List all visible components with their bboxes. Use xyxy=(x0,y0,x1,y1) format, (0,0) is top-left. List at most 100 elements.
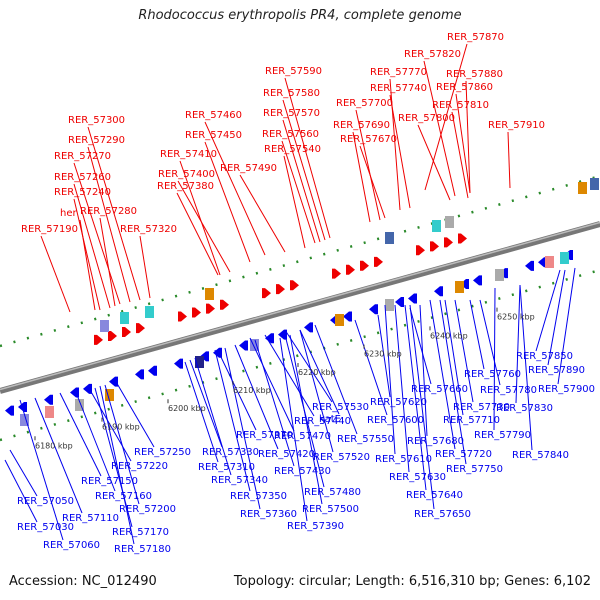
reverse-callout-line xyxy=(547,269,566,366)
forward-callout-line xyxy=(176,192,219,276)
forward-gene-arrow xyxy=(178,311,187,322)
forward-callout-line xyxy=(139,235,151,299)
reverse-gene-arrow xyxy=(109,376,118,387)
reverse-gene-arrow xyxy=(278,329,287,340)
forward-gene-label: RER_57820 xyxy=(404,49,461,60)
reverse-callout-line xyxy=(429,299,456,450)
reverse-gene-label: RER_57840 xyxy=(512,450,569,461)
reverse-callout-line xyxy=(59,392,102,477)
reverse-gene-label: RER_57610 xyxy=(375,454,432,465)
forward-callout-line xyxy=(465,80,471,194)
forward-gene-label: RER_57490 xyxy=(220,163,277,174)
reverse-callout-line xyxy=(89,389,132,462)
forward-gene-label: RER_57240 xyxy=(54,187,111,198)
reverse-gene-label: RER_57310 xyxy=(198,462,255,473)
forward-gene-label: RER_57590 xyxy=(265,66,322,77)
forward-gene-arrow xyxy=(332,268,341,279)
forward-gene-arrow xyxy=(290,280,299,291)
feature-layer xyxy=(5,178,599,426)
reverse-gene-label: RER_57250 xyxy=(134,447,191,458)
reverse-gene-label: RER_57370 xyxy=(236,430,293,441)
reverse-gene-label: RER_57660 xyxy=(411,384,468,395)
forward-gene-label: RER_57770 xyxy=(370,67,427,78)
forward-gene-label: her xyxy=(60,208,77,219)
reverse-gene-label: RER_57630 xyxy=(389,472,446,483)
forward-gene-arrow xyxy=(360,260,369,271)
forward-gene-label: RER_57540 xyxy=(264,144,321,155)
forward-callout-line xyxy=(179,160,221,276)
reverse-gene-label: RER_57500 xyxy=(302,504,359,515)
reverse-gene-label: RER_57060 xyxy=(43,540,100,551)
axis-tick-label: 6240 kbp xyxy=(430,331,468,340)
annotation-box xyxy=(205,288,214,300)
reverse-callout-line xyxy=(254,339,295,467)
forward-callout-line xyxy=(282,99,326,241)
reverse-gene-arrow xyxy=(304,322,313,333)
forward-callout-line xyxy=(204,141,251,263)
reverse-callout-line xyxy=(249,337,295,432)
forward-callout-line xyxy=(282,119,321,243)
reverse-gene-arrow xyxy=(135,369,144,380)
forward-callout-line xyxy=(423,60,456,197)
forward-gene-arrow xyxy=(444,237,453,248)
forward-gene-arrow xyxy=(94,334,103,345)
forward-gene-label: RER_57880 xyxy=(446,69,503,80)
reverse-gene-arrow xyxy=(200,351,209,362)
reverse-gene-arrow xyxy=(473,275,482,286)
forward-callout-line xyxy=(87,126,141,301)
reverse-gene-arrow xyxy=(525,260,534,271)
annotation-box xyxy=(100,320,109,332)
reverse-callout-line xyxy=(264,334,315,417)
forward-gene-label: RER_57190 xyxy=(21,224,78,235)
forward-gene-arrow xyxy=(430,241,439,252)
reverse-gene-arrow xyxy=(395,297,404,308)
annotation-box xyxy=(455,281,464,293)
annotation-box xyxy=(120,312,129,324)
reverse-callout-line xyxy=(454,299,474,403)
reverse-callout-line xyxy=(279,337,308,522)
forward-gene-label: RER_57460 xyxy=(185,110,242,121)
axis-tick-label: 6250 kbp xyxy=(497,313,535,322)
forward-gene-label: RER_57400 xyxy=(158,169,215,180)
reverse-callout-line xyxy=(404,304,427,491)
forward-callout-line xyxy=(87,146,131,303)
reverse-gene-arrow xyxy=(174,358,183,369)
reverse-gene-label: RER_57710 xyxy=(443,415,500,426)
summary-text: Topology: circular; Length: 6,516,310 bp… xyxy=(233,574,591,589)
reverse-callout-line xyxy=(9,449,38,497)
axis-tick-label: 6230 kbp xyxy=(364,350,402,359)
reverse-gene-arrow xyxy=(239,340,248,351)
reverse-gene-label: RER_57730 xyxy=(453,402,510,413)
forward-gene-arrow xyxy=(108,330,117,341)
forward-gene-label: RER_57270 xyxy=(54,151,111,162)
reverse-gene-arrow xyxy=(148,365,157,376)
reverse-gene-label: RER_57760 xyxy=(464,369,521,380)
forward-gene-label: RER_57800 xyxy=(398,113,455,124)
reverse-gene-label: RER_57520 xyxy=(313,452,370,463)
reverse-gene-label: RER_57640 xyxy=(406,490,463,501)
accession-text: Accession: NC_012490 xyxy=(9,574,157,589)
forward-callout-line xyxy=(283,155,306,249)
reverse-callout-line xyxy=(99,385,135,545)
reverse-callout-line xyxy=(74,389,116,492)
forward-callout-line xyxy=(73,198,101,311)
axis-tick-label: 6190 kbp xyxy=(102,423,140,432)
forward-gene-label: RER_57870 xyxy=(447,32,504,43)
annotation-box xyxy=(578,182,587,194)
forward-gene-label: RER_57700 xyxy=(336,98,393,109)
reverse-gene-label: RER_57160 xyxy=(95,491,152,502)
reverse-gene-label: RER_57680 xyxy=(407,436,464,447)
reverse-guide-row xyxy=(0,268,600,442)
tick-layer: 6180 kbp 6190 kbp 6200 kbp 6210 kbp 6220 kbp… xyxy=(34,307,535,450)
forward-gene-label: RER_57910 xyxy=(488,120,545,131)
forward-gene-label: RER_57280 xyxy=(80,206,137,217)
forward-gene-label: RER_57560 xyxy=(262,129,319,140)
reverse-gene-arrow xyxy=(44,394,53,405)
forward-gene-arrow xyxy=(136,323,145,334)
forward-gene-arrow xyxy=(192,307,201,318)
reverse-callout-line xyxy=(515,284,521,404)
reverse-gene-label: RER_57200 xyxy=(119,504,176,515)
forward-gene-label: RER_57300 xyxy=(68,115,125,126)
reverse-gene-label: RER_57220 xyxy=(111,461,168,472)
